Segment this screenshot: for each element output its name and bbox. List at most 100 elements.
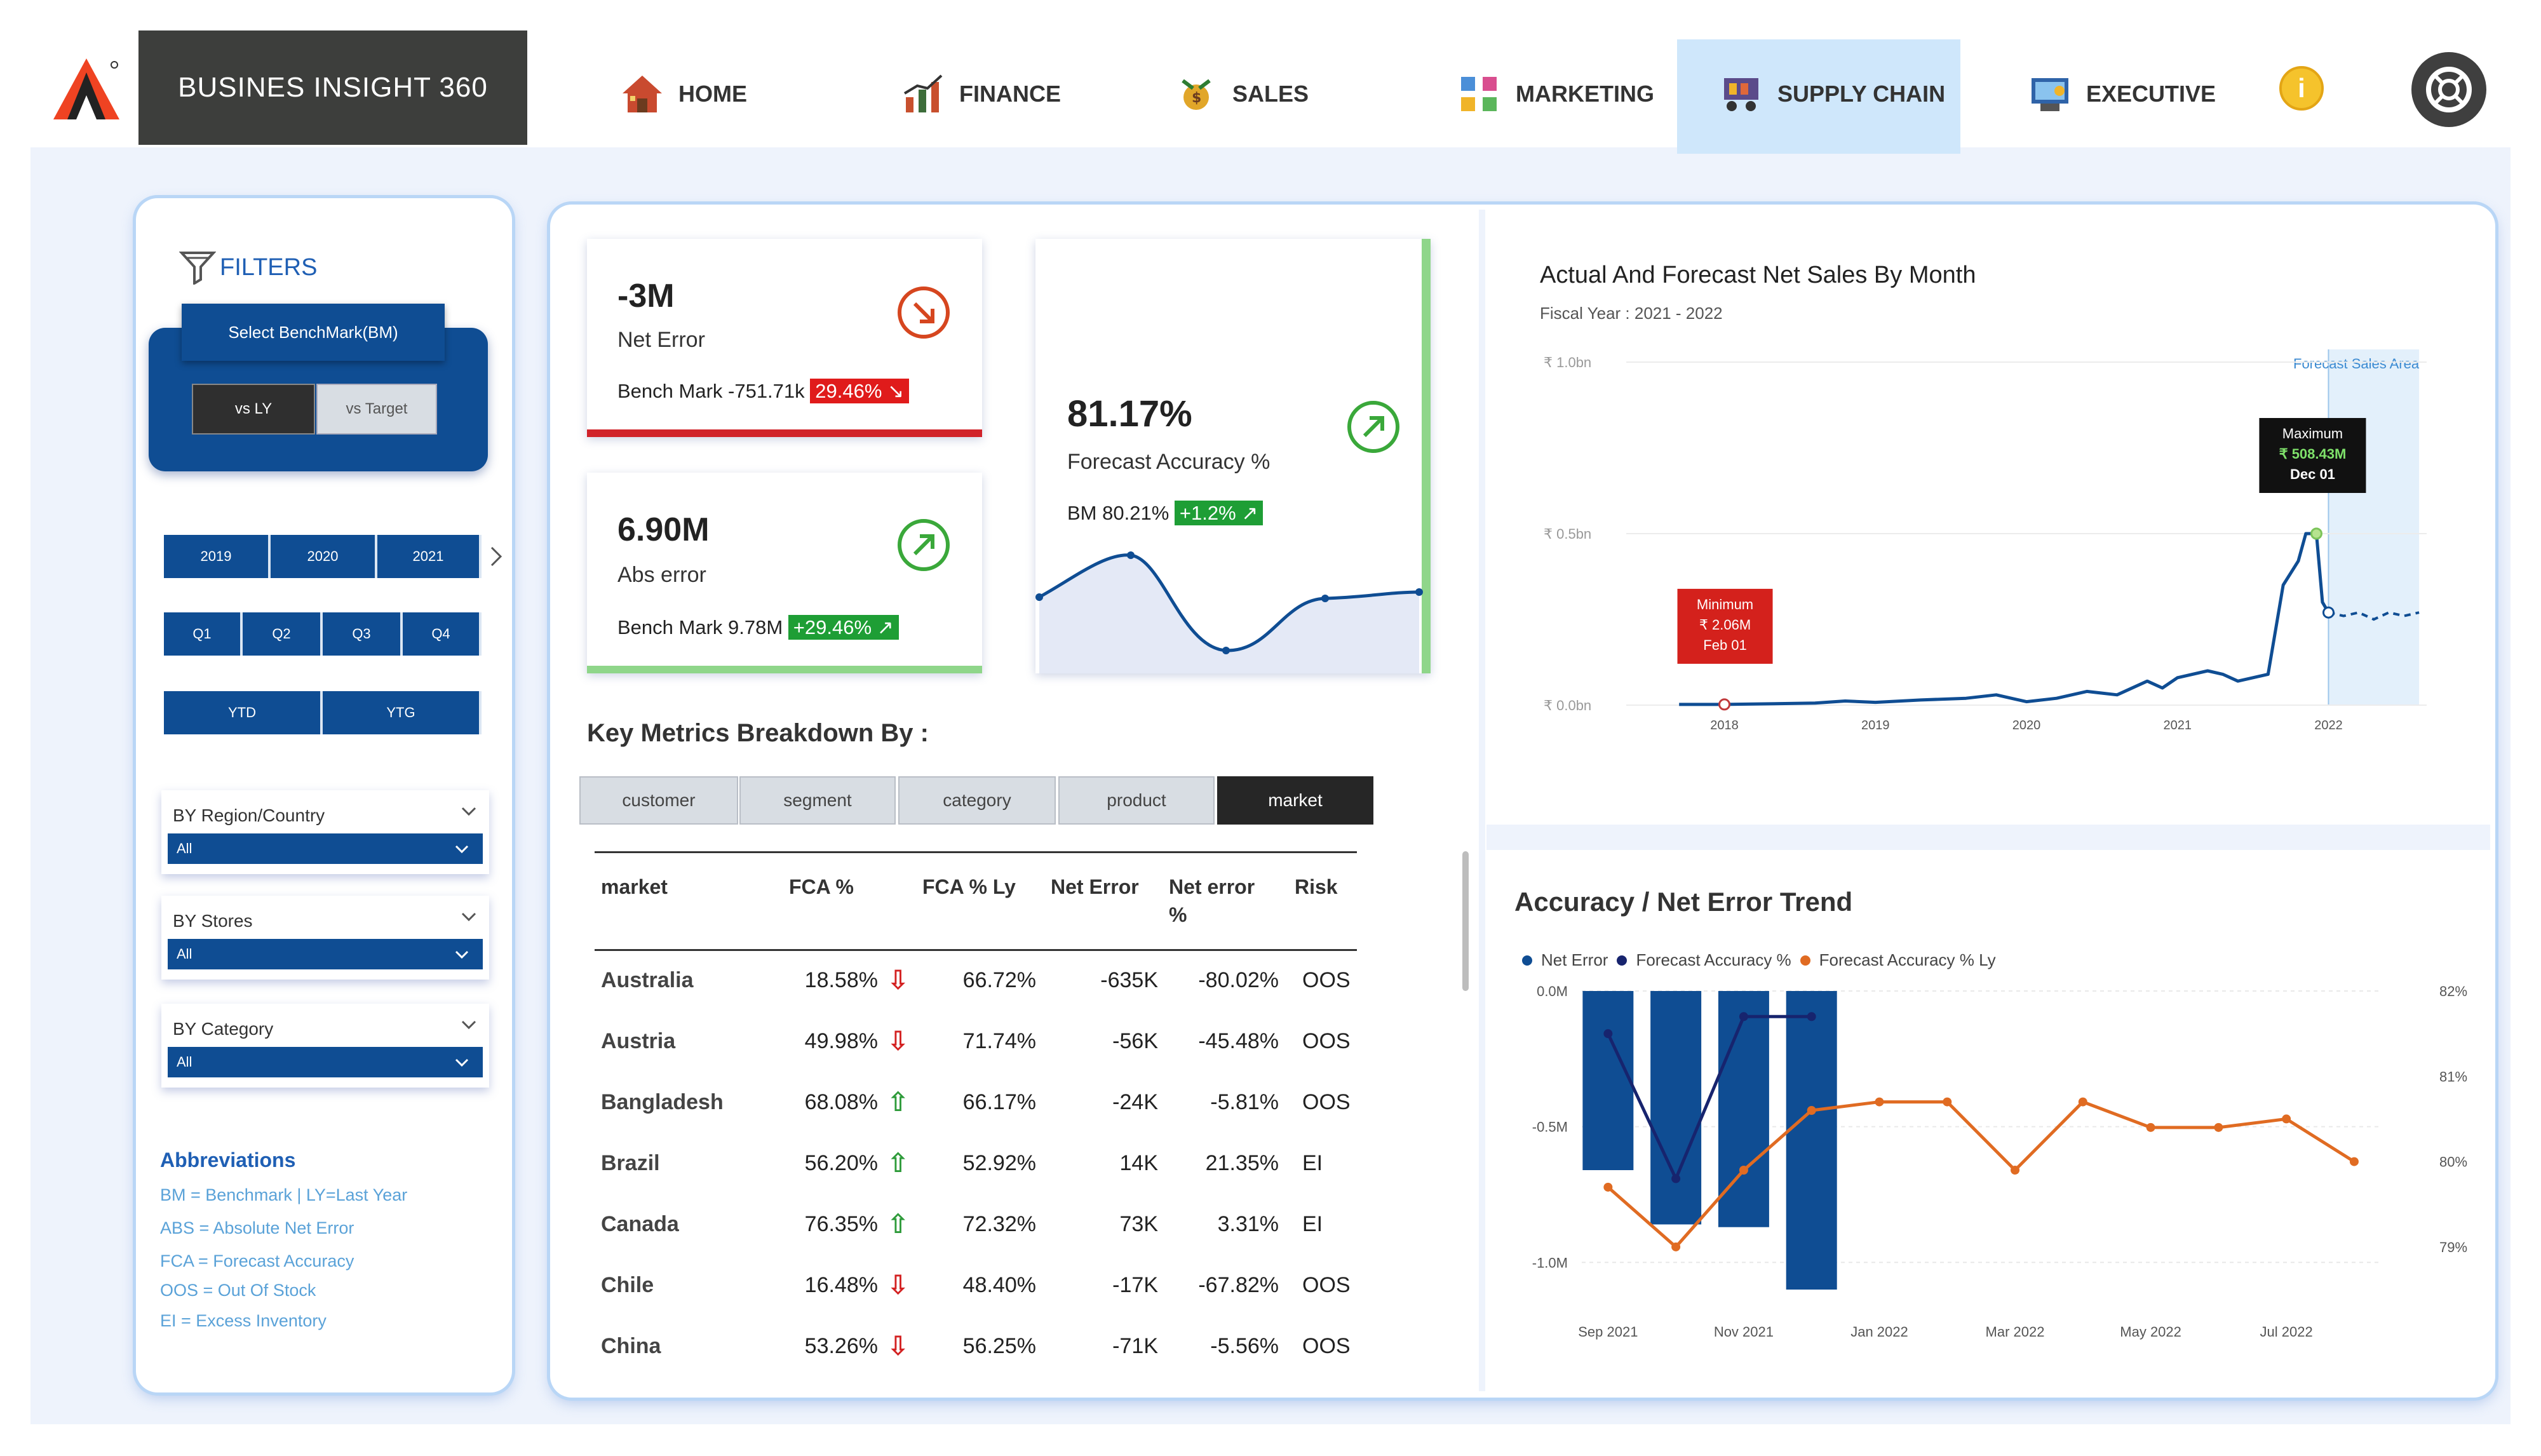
quarter-q4-button[interactable]: Q4: [403, 612, 482, 656]
cell-fca-ly: 71.74%: [962, 1029, 1036, 1053]
col-header-fca: FCA %: [789, 875, 854, 898]
table-row[interactable]: Chile 16.48% ⇩ 48.40% -17K -67.82% OOS: [601, 1258, 1363, 1319]
sales-chart-title: Actual And Forecast Net Sales By Month: [1540, 262, 1976, 288]
x-tick-label: Jan 2022: [1850, 1324, 1908, 1340]
stores-value: All: [177, 946, 192, 962]
stores-select[interactable]: All: [168, 939, 483, 969]
forecast-area-label: Forecast Sales Area: [2293, 356, 2420, 372]
cell-risk: EI: [1302, 1212, 1323, 1236]
abs-error-value: 6.90M: [617, 511, 710, 548]
card-accent: [587, 666, 982, 673]
tab-customer[interactable]: customer: [579, 776, 738, 825]
cell-risk: OOS: [1302, 1029, 1351, 1053]
region-country-select[interactable]: All: [168, 833, 483, 864]
nav-marketing[interactable]: MARKETING: [1457, 61, 1654, 127]
col-header-net-error: Net Error: [1051, 875, 1139, 898]
fca-ly-point: [1671, 1242, 1681, 1251]
tab-product[interactable]: product: [1058, 776, 1215, 825]
nav-home[interactable]: HOME: [620, 61, 747, 127]
benchmark-label: Select BenchMark(BM): [182, 304, 445, 361]
cell-net-error: 14K: [1119, 1151, 1159, 1175]
fca-ly-point: [1807, 1106, 1816, 1115]
help-button[interactable]: [2411, 52, 2486, 127]
abbreviation-item: ABS = Absolute Net Error: [160, 1218, 354, 1237]
x-tick-label: 2021: [2163, 718, 2192, 732]
stores-label: BY Stores: [173, 911, 253, 931]
actual-forecast-sales-chart: Forecast Sales Area ₹ 0.0bn ₹ 0.5bn ₹ 1.0bn…: [1544, 349, 2427, 732]
y-left-tick-label: 0.0M: [1537, 983, 1568, 999]
cell-net-error-pct: -5.81%: [1210, 1090, 1279, 1114]
nav-home-label: HOME: [678, 81, 747, 107]
year-2020-button[interactable]: 2020: [271, 535, 377, 578]
cell-risk: OOS: [1302, 1334, 1351, 1358]
x-tick-label: Jul 2022: [2260, 1324, 2313, 1340]
fca-ly-line: [1607, 1100, 2356, 1250]
sales-icon: $: [1182, 79, 1211, 110]
table-row[interactable]: Australia 18.58% ⇩ 66.72% -635K -80.02% OOS: [601, 953, 1363, 1014]
year-2019-button[interactable]: 2019: [164, 535, 271, 578]
cell-net-error-pct: 21.35%: [1205, 1151, 1279, 1175]
cell-net-error: -17K: [1112, 1273, 1158, 1297]
net-error-bar: [1650, 991, 1702, 1225]
forecast-accuracy-sparkline: [1035, 551, 1423, 673]
table-row[interactable]: Canada 76.35% ⇧ 72.32% 73K 3.31% EI: [601, 1197, 1363, 1258]
category-label: BY Category: [173, 1019, 274, 1039]
y-tick-label: ₹ 1.0bn: [1544, 354, 1591, 370]
ytd-button[interactable]: YTD: [164, 691, 323, 734]
forecast-area: [2328, 349, 2420, 705]
net-error-bm-change: 29.46% ↘: [810, 379, 910, 403]
maximum-value: ₹ 508.43M: [2279, 446, 2347, 462]
cell-market: Austria: [601, 1029, 676, 1053]
y-right-tick-label: 81%: [2439, 1068, 2467, 1084]
card-accent: [1422, 239, 1431, 673]
lifebuoy-icon: [2426, 67, 2472, 112]
category-select[interactable]: All: [168, 1047, 483, 1077]
table-row[interactable]: China 53.26% ⇩ 56.25% -71K -5.56% OOS: [601, 1319, 1363, 1380]
table-row[interactable]: Bangladesh 68.08% ⇧ 66.17% -24K -5.81% OOS: [601, 1075, 1363, 1136]
cell-market: Australia: [601, 968, 694, 992]
quarter-q1-button[interactable]: Q1: [164, 612, 243, 656]
tab-category[interactable]: category: [898, 776, 1056, 825]
info-button[interactable]: i: [2279, 66, 2324, 111]
abbreviations-title: Abbreviations: [160, 1149, 296, 1171]
accuracy-net-error-chart: 0.0M -0.5M -1.0M 82% 81% 80% 79% Sep 2021 Nov 20…: [1532, 983, 2467, 1340]
quarter-q2-button[interactable]: Q2: [243, 612, 323, 656]
nav-finance-label: FINANCE: [959, 81, 1061, 107]
stores-dropdown[interactable]: BY Stores All: [161, 896, 489, 980]
benchmark-vs-target-button[interactable]: vs Target: [316, 384, 437, 435]
table-row[interactable]: Brazil 56.20% ⇧ 52.92% 14K 21.35% EI: [601, 1136, 1363, 1197]
x-tick-label: 2019: [1861, 718, 1890, 732]
chevron-down-icon: [455, 1058, 469, 1067]
nav-sales-label: SALES: [1232, 81, 1309, 107]
chevron-down-icon: [461, 807, 476, 816]
cell-net-error: 73K: [1119, 1212, 1159, 1236]
nav-sales[interactable]: $ SALES: [1174, 61, 1309, 127]
table-row[interactable]: Austria 49.98% ⇩ 71.74% -56K -45.48% OOS: [601, 1014, 1363, 1075]
ytg-button[interactable]: YTG: [323, 691, 482, 734]
nav-executive[interactable]: EXECUTIVE: [2028, 61, 2216, 127]
cell-risk: OOS: [1302, 1273, 1351, 1297]
region-country-dropdown[interactable]: BY Region/Country All: [161, 790, 489, 874]
legend-dot-fca: [1617, 955, 1628, 966]
benchmark-vs-ly-button[interactable]: vs LY: [192, 384, 315, 435]
table-scrollbar[interactable]: [1462, 851, 1469, 991]
fca-ly-point: [1739, 1166, 1748, 1175]
chevron-right-icon[interactable]: [488, 545, 504, 568]
filter-icon: [179, 252, 216, 285]
maximum-date: Dec 01: [2290, 466, 2335, 482]
net-error-bm-text: Bench Mark -751.71k: [617, 380, 805, 402]
y-left-tick-label: -0.5M: [1532, 1119, 1568, 1135]
table-header-rule: [595, 949, 1357, 951]
quarter-q3-button[interactable]: Q3: [323, 612, 403, 656]
year-2021-button[interactable]: 2021: [377, 535, 482, 578]
tab-market[interactable]: market: [1217, 776, 1373, 825]
home-icon: [623, 76, 662, 112]
tab-segment[interactable]: segment: [739, 776, 896, 825]
nav-supply-chain[interactable]: SUPPLY CHAIN: [1719, 61, 1945, 127]
category-dropdown[interactable]: BY Category All: [161, 1004, 489, 1088]
cell-net-error: -24K: [1112, 1090, 1158, 1114]
x-tick-label: 2018: [1710, 718, 1739, 732]
nav-finance[interactable]: FINANCE: [901, 61, 1061, 127]
cell-risk: OOS: [1302, 1090, 1351, 1114]
chevron-down-icon: [455, 950, 469, 959]
